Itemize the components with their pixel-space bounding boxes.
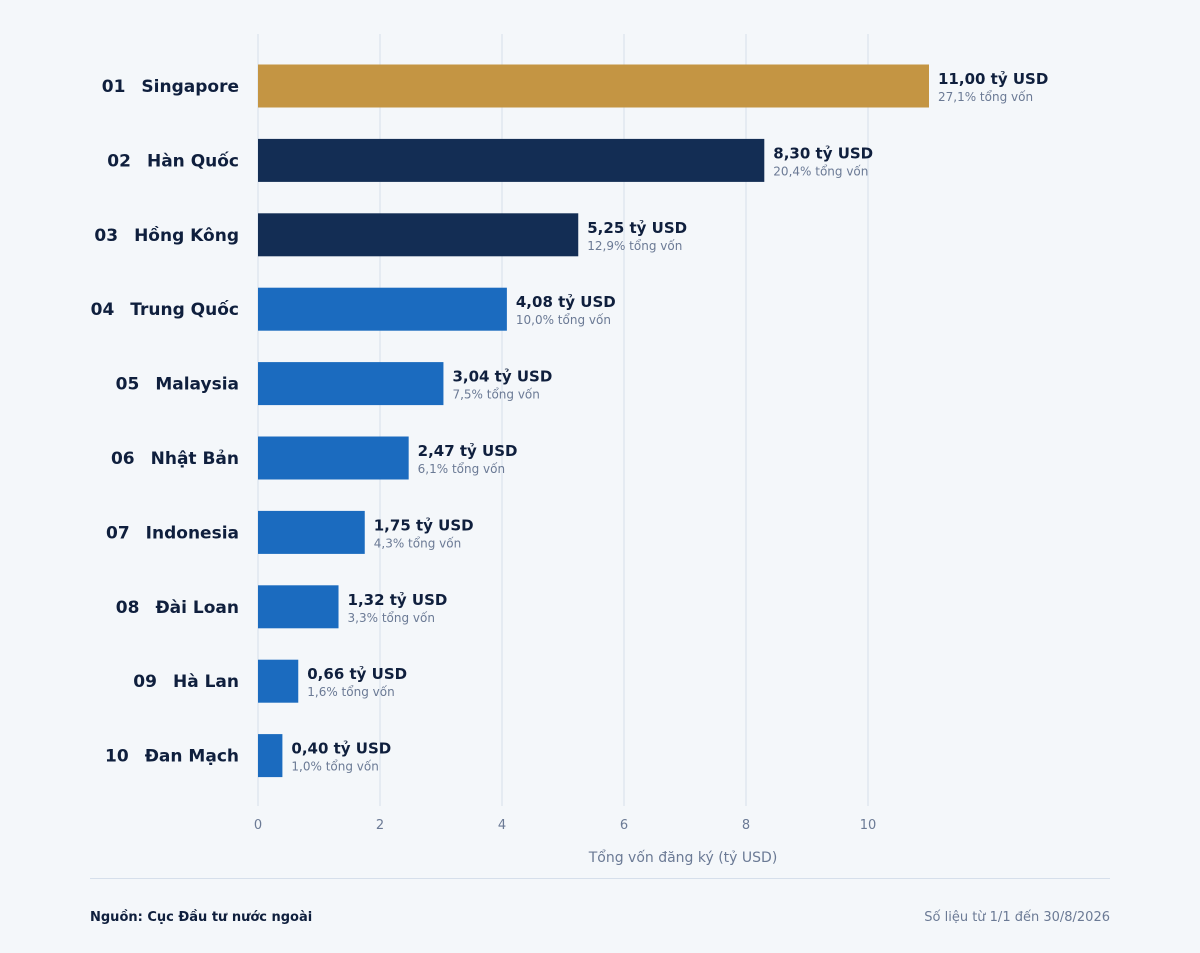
value-label: 1,32 tỷ USD (348, 591, 448, 609)
bar (258, 138, 765, 182)
value-label: 11,00 tỷ USD (938, 70, 1048, 88)
rank-label: 04 (91, 300, 115, 320)
category-label: 07 Indonesia (106, 523, 239, 543)
category-label: 02 Hàn Quốc (107, 150, 239, 171)
x-tick-label: 6 (620, 818, 628, 833)
category-label: 10 Đan Mạch (105, 747, 239, 767)
category-label: 03 Hồng Kông (94, 225, 239, 246)
rank-label: 09 (133, 672, 157, 692)
share-label: 7,5% tổng vốn (452, 388, 539, 402)
country-name: Malaysia (155, 375, 239, 395)
category-label: 08 Đài Loan (116, 598, 239, 618)
x-tick-label: 8 (742, 818, 750, 833)
share-label: 4,3% tổng vốn (374, 536, 461, 550)
value-label: 4,08 tỷ USD (516, 293, 616, 311)
label-layer: 01 Singapore 11,00 tỷ USD 27,1% tổng vốn 02 H… (91, 70, 1049, 774)
country-name: Đan Mạch (145, 747, 239, 767)
x-axis: Tổng vốn đăng ký (tỷ USD) 0 2 4 6 8 10 (254, 818, 876, 866)
footer-divider (90, 878, 1110, 879)
rank-label: 06 (111, 449, 135, 469)
category-label: 06 Nhật Bản (111, 449, 239, 469)
bar (258, 436, 409, 480)
bar (258, 734, 283, 778)
share-label: 1,0% tổng vốn (291, 760, 378, 774)
bar (258, 287, 507, 331)
share-label: 1,6% tổng vốn (307, 685, 394, 699)
category-label: 01 Singapore (102, 77, 239, 97)
bar-layer (258, 64, 929, 778)
period-note: Số liệu từ 1/1 đến 30/8/2026 (924, 910, 1110, 925)
value-label: 2,47 tỷ USD (418, 442, 518, 460)
value-label: 1,75 tỷ USD (374, 516, 474, 534)
country-name: Hà Lan (173, 672, 239, 692)
value-label: 3,04 tỷ USD (452, 368, 552, 386)
x-tick-label: 4 (498, 818, 506, 833)
rank-label: 05 (116, 375, 140, 395)
x-axis-title: Tổng vốn đăng ký (tỷ USD) (588, 849, 778, 866)
share-label: 27,1% tổng vốn (938, 90, 1033, 104)
x-tick-label: 10 (860, 818, 877, 833)
share-label: 12,9% tổng vốn (587, 239, 682, 253)
bar (258, 64, 929, 108)
country-name: Singapore (141, 77, 239, 97)
category-label: 05 Malaysia (116, 375, 239, 395)
bar (258, 659, 299, 703)
rank-label: 08 (116, 598, 140, 618)
country-name: Indonesia (146, 523, 239, 543)
share-label: 10,0% tổng vốn (516, 313, 611, 327)
rank-label: 02 (107, 151, 131, 171)
rank-label: 03 (94, 226, 118, 246)
value-label: 5,25 tỷ USD (587, 219, 687, 237)
share-label: 3,3% tổng vốn (348, 611, 435, 625)
country-name: Hàn Quốc (147, 150, 239, 171)
bar (258, 213, 579, 257)
rank-label: 07 (106, 523, 130, 543)
category-label: 09 Hà Lan (133, 672, 239, 692)
category-label: 04 Trung Quốc (91, 299, 239, 320)
country-name: Đài Loan (155, 598, 239, 618)
country-name: Nhật Bản (151, 449, 239, 469)
rank-label: 01 (102, 77, 126, 97)
source-note: Nguồn: Cục Đầu tư nước ngoài (90, 910, 313, 925)
x-tick-label: 2 (376, 818, 384, 833)
bar (258, 362, 444, 406)
value-label: 8,30 tỷ USD (773, 144, 873, 162)
bar (258, 510, 365, 554)
share-label: 6,1% tổng vốn (418, 462, 505, 476)
value-label: 0,66 tỷ USD (307, 665, 407, 683)
share-label: 20,4% tổng vốn (773, 164, 868, 178)
bar (258, 585, 339, 629)
x-tick-label: 0 (254, 818, 262, 833)
value-label: 0,40 tỷ USD (291, 740, 391, 758)
country-name: Trung Quốc (130, 299, 239, 320)
rank-label: 10 (105, 747, 129, 767)
country-name: Hồng Kông (134, 225, 239, 246)
